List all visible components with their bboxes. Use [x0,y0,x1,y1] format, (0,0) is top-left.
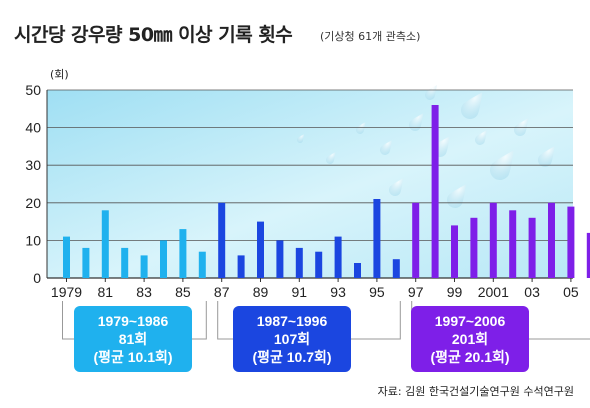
bar-1997 [412,202,420,278]
x-tick-03: 03 [524,284,540,300]
raindrop-2 [409,113,424,131]
bar-2004 [548,202,555,278]
x-tick-labels: 1979 81 83 85 87 89 91 93 95 97 99 2001 03 05 [51,278,579,300]
chart-title: 시간당 강우량 50㎜ 이상 기록 횟수 [14,24,293,46]
raindrop-13 [475,130,487,145]
x-tick-99: 99 [447,284,463,300]
x-tick-91: 91 [292,284,308,300]
period-range: 1979~1986 [97,313,169,329]
period-average: (평균 20.1회) [430,349,510,365]
raindrop-12 [538,146,555,167]
raindrop-10 [425,85,437,100]
x-tick-87: 87 [214,284,230,300]
y-tick-30: 30 [25,157,41,173]
bar-1992 [315,251,323,278]
period-count: 201회 [451,331,489,347]
bar-1980 [82,247,90,278]
bar-2000 [470,217,478,278]
x-tick-89: 89 [253,284,269,300]
y-tick-50: 50 [25,82,41,98]
raindrop-5 [380,140,392,155]
bar-1988 [237,255,245,278]
period-box-1987-1996: 1987~1996 107회 (평균 10.7회) [233,306,351,372]
bar-1995 [373,199,381,278]
raindrop-6 [356,122,366,134]
x-tick-97: 97 [408,284,424,300]
bar-2001 [489,202,497,278]
y-axis-unit: (회) [50,68,69,81]
x-tick-85: 85 [175,284,191,300]
bar-2003 [528,217,536,278]
bar-2002 [509,210,517,278]
bar-1985 [179,229,187,278]
bar-1999 [451,225,458,278]
bar-1991 [295,247,303,278]
y-tick-0: 0 [33,270,41,286]
raindrop-0 [461,92,483,119]
raindrop-7 [326,152,336,164]
x-tick-83: 83 [136,284,152,300]
raindrop-4 [447,184,467,208]
bar-2005 [567,206,575,278]
chart-subtitle: (기상청 61개 관측소) [320,30,421,43]
period-average: (평균 10.7회) [252,349,332,365]
y-tick-40: 40 [25,120,41,136]
bar-1986 [198,251,206,278]
x-tick-81: 81 [98,284,114,300]
x-tick-05: 05 [563,284,579,300]
period-bracket-0 [62,301,207,340]
period-range: 1987~1996 [256,313,328,329]
bar-2006 [586,232,590,278]
x-tick-1979: 1979 [51,284,82,300]
bar-1996 [392,259,400,278]
y-tick-labels: 0 10 20 30 40 50 [25,82,41,286]
period-box-1997-2006: 1997~2006 201회 (평균 20.1회) [411,306,529,372]
raindrop-8 [297,134,305,143]
period-average: (평균 10.1회) [93,349,173,365]
raindrop-9 [514,118,529,136]
bars [63,105,590,278]
x-tick-95: 95 [369,284,385,300]
bar-1982 [121,247,129,278]
raindrop-11 [389,178,404,196]
source-note: 자료: 김원 한국건설기술연구원 수석연구원 [377,385,574,398]
period-range: 1997~2006 [434,313,506,329]
bar-1984 [160,240,167,278]
grid-lines [46,89,573,279]
bar-1989 [257,221,264,278]
x-tick-2001: 2001 [478,284,509,300]
bar-1987 [218,202,226,278]
period-count: 107회 [273,331,311,347]
bar-1983 [140,255,148,278]
period-box-1979-1986: 1979~1986 81회 (평균 10.1회) [74,306,192,372]
bar-1994 [354,263,361,278]
y-tick-10: 10 [25,232,41,248]
bar-1993 [334,236,342,278]
bar-1990 [276,240,284,278]
x-tick-93: 93 [330,284,346,300]
bar-1981 [101,210,109,278]
period-count: 81회 [118,331,148,347]
plot-background [47,90,573,278]
bar-1998 [431,105,439,278]
period-bracket-1 [217,301,401,340]
y-tick-20: 20 [25,195,41,211]
bar-1979 [63,236,70,278]
